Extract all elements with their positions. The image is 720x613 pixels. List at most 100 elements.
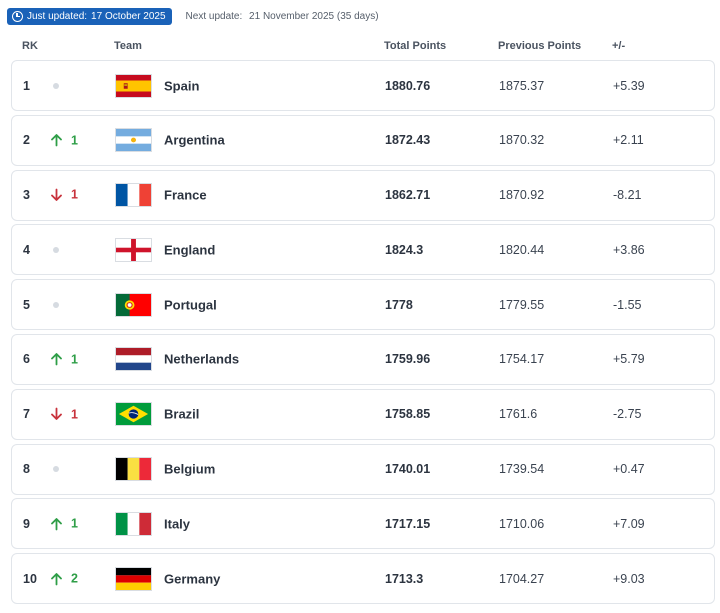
- table-row[interactable]: 5 Portugal 1778 1779.55 -1.55: [11, 279, 715, 331]
- team-name[interactable]: Argentina: [164, 132, 225, 148]
- rank-change: [51, 82, 59, 89]
- previous-points: 1704.27: [499, 571, 545, 586]
- previous-points: 1779.55: [499, 297, 545, 312]
- rank-change-value: 1: [71, 352, 78, 367]
- arrow-up-icon: [51, 572, 62, 586]
- no-change-dot-icon: [53, 82, 59, 89]
- table-row[interactable]: 6 1 Netherlands 1759.96 1754.17 +5.79: [11, 333, 715, 385]
- rank: 3: [23, 187, 30, 202]
- rank-change: 1: [51, 187, 78, 202]
- rank: 10: [23, 571, 37, 586]
- rank-change: 1: [51, 517, 78, 531]
- germany-flag-icon: [115, 566, 152, 591]
- column-header-diff: +/-: [612, 40, 626, 52]
- total-points: 1778: [385, 297, 413, 312]
- column-header-rank: RK: [22, 40, 38, 52]
- france-flag-icon: [115, 183, 152, 208]
- rank: 2: [23, 133, 30, 148]
- table-row[interactable]: 8 Belgium 1740.01 1739.54 +0.47: [11, 443, 715, 495]
- rank-change-value: 2: [71, 571, 78, 586]
- previous-points: 1754.17: [499, 352, 545, 367]
- points-diff: -1.55: [613, 297, 642, 312]
- team-name[interactable]: Belgium: [164, 461, 216, 477]
- belgium-flag-icon: [115, 457, 152, 482]
- ranking-list: 1 Spain 1880.76 1875.37 +5.39 2 1 Argent…: [11, 60, 715, 608]
- previous-points: 1820.44: [499, 242, 545, 257]
- previous-points: 1761.6: [499, 407, 538, 422]
- points-diff: +0.47: [613, 461, 645, 476]
- clock-icon: [12, 11, 23, 22]
- team-name[interactable]: Italy: [164, 516, 191, 532]
- rank-change: 2: [51, 571, 78, 586]
- rank: 1: [23, 78, 30, 93]
- team-name[interactable]: Germany: [164, 571, 221, 587]
- no-change-dot-icon: [53, 466, 59, 473]
- rank-change: 1: [51, 353, 78, 366]
- previous-points: 1870.32: [499, 133, 545, 148]
- rank-change: [51, 301, 59, 308]
- team-name[interactable]: Portugal: [164, 297, 217, 313]
- arrow-up-icon: [51, 353, 62, 366]
- italy-flag-icon: [115, 511, 152, 536]
- next-update-label: Next update:: [185, 11, 243, 22]
- rank: 5: [23, 297, 30, 312]
- table-header: RK Team Total Points Previous Points +/-: [0, 40, 720, 52]
- total-points: 1872.43: [385, 133, 431, 148]
- team-name[interactable]: Brazil: [164, 406, 200, 422]
- table-row[interactable]: 1 Spain 1880.76 1875.37 +5.39: [11, 60, 715, 111]
- team-name[interactable]: France: [164, 187, 207, 203]
- spain-flag-icon: [115, 73, 152, 98]
- rank-change: [51, 466, 59, 473]
- update-bar: Just updated: 17 October 2025 Next updat…: [7, 7, 379, 26]
- arrow-up-icon: [51, 134, 62, 147]
- team-name[interactable]: Netherlands: [164, 351, 240, 367]
- table-row[interactable]: 7 1 Brazil 1758.85 1761.6 -2.75: [11, 388, 715, 440]
- team-name[interactable]: England: [164, 242, 216, 258]
- arrow-down-icon: [51, 407, 62, 421]
- rank: 8: [23, 461, 30, 476]
- points-diff: +7.09: [613, 516, 645, 531]
- no-change-dot-icon: [53, 246, 59, 253]
- rank: 7: [23, 407, 30, 422]
- total-points: 1717.15: [385, 516, 431, 531]
- column-header-previous-points: Previous Points: [498, 40, 582, 52]
- rank: 6: [23, 352, 30, 367]
- total-points: 1759.96: [385, 352, 431, 367]
- rank-change-value: 1: [71, 407, 78, 422]
- no-change-dot-icon: [53, 301, 59, 308]
- arrow-up-icon: [51, 517, 62, 531]
- team-name[interactable]: Spain: [164, 78, 200, 93]
- last-updated-badge: Just updated: 17 October 2025: [7, 8, 172, 25]
- rank-change-value: 1: [71, 187, 78, 202]
- previous-points: 1710.06: [499, 516, 545, 531]
- points-diff: +5.39: [613, 78, 645, 93]
- total-points: 1862.71: [385, 187, 431, 202]
- column-header-team: Team: [114, 40, 142, 52]
- points-diff: +9.03: [613, 571, 645, 586]
- table-row[interactable]: 3 1 France 1862.71 1870.92 -8.21: [11, 169, 715, 221]
- points-diff: +2.11: [613, 133, 644, 148]
- rank: 4: [23, 242, 30, 257]
- points-diff: +5.79: [613, 352, 645, 367]
- previous-points: 1739.54: [499, 461, 545, 476]
- rank: 9: [23, 516, 30, 531]
- points-diff: -2.75: [613, 407, 642, 422]
- total-points: 1713.3: [385, 571, 424, 586]
- updated-label: Just updated:: [27, 11, 88, 22]
- argentina-flag-icon: [115, 128, 152, 153]
- rank-change: [51, 246, 59, 253]
- table-row[interactable]: 10 2 Germany 1713.3 1704.27 +9.03: [11, 553, 715, 605]
- rank-change-value: 1: [71, 133, 78, 148]
- points-diff: -8.21: [613, 187, 642, 202]
- total-points: 1740.01: [385, 461, 431, 476]
- portugal-flag-icon: [115, 292, 152, 317]
- table-row[interactable]: 4 England 1824.3 1820.44 +3.86: [11, 224, 715, 276]
- total-points: 1824.3: [385, 242, 424, 257]
- table-row[interactable]: 2 1 Argentina 1872.43 1870.32 +2.11: [11, 114, 715, 166]
- points-diff: +3.86: [613, 242, 645, 257]
- table-row[interactable]: 9 1 Italy 1717.15 1710.06 +7.09: [11, 498, 715, 550]
- previous-points: 1870.92: [499, 187, 545, 202]
- total-points: 1880.76: [385, 78, 431, 93]
- england-flag-icon: [115, 237, 152, 262]
- previous-points: 1875.37: [499, 78, 545, 93]
